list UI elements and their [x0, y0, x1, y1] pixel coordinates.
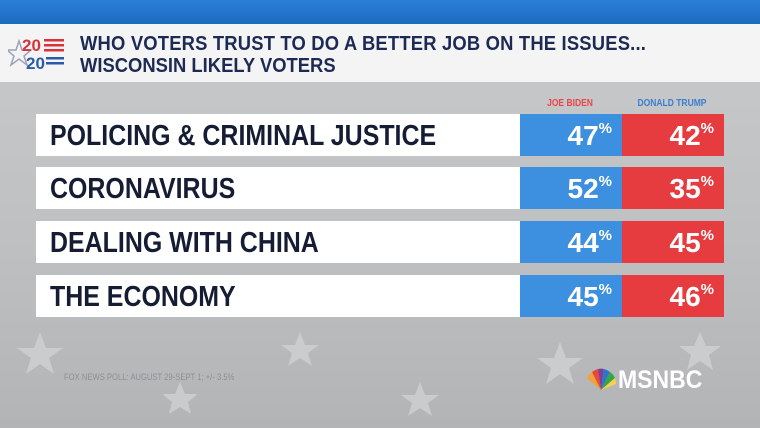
chart-title: WHO VOTERS TRUST TO DO A BETTER JOB ON T… [80, 33, 647, 55]
chart-subtitle: WISCONSIN LIKELY VOTERS [80, 55, 336, 77]
source-note: FOX NEWS POLL: AUGUST 29-SEPT 1; +/- 3.5… [64, 372, 235, 382]
top-bar [0, 0, 760, 24]
biden-value: 44 [567, 227, 599, 258]
row-label: THE ECONOMY [36, 275, 520, 317]
peacock-icon [587, 368, 617, 390]
trump-value: 46 [669, 281, 701, 312]
table-row: THE ECONOMY 45% 46% [36, 275, 724, 317]
column-header-trump: DONALD TRUMP [637, 98, 707, 109]
network-name: MSNBC [618, 366, 703, 394]
row-label: CORONAVIRUS [36, 167, 520, 209]
table-row: DEALING WITH CHINA 44% 45% [36, 221, 724, 263]
logo-bottom-text: 20 [26, 54, 45, 73]
biden-value: 52 [567, 173, 599, 204]
trump-value-cell: 42% [622, 114, 724, 156]
logo-top-text: 20 [22, 36, 41, 55]
row-label: DEALING WITH CHINA [36, 221, 520, 263]
biden-value-cell: 44% [520, 221, 622, 263]
biden-value-cell: 47% [520, 114, 622, 156]
row-label: POLICING & CRIMINAL JUSTICE [36, 114, 520, 156]
table-row: POLICING & CRIMINAL JUSTICE 47% 42% [36, 114, 724, 156]
trump-value: 35 [669, 173, 701, 204]
trump-value-cell: 45% [622, 221, 724, 263]
trump-value-cell: 35% [622, 167, 724, 209]
2020-logo: 20 20 [8, 36, 64, 73]
trump-value: 42 [669, 120, 701, 151]
biden-value-cell: 52% [520, 167, 622, 209]
star-icon [8, 38, 34, 68]
biden-value: 45 [567, 281, 599, 312]
table-row: CORONAVIRUS 52% 35% [36, 167, 724, 209]
trump-value-cell: 46% [622, 275, 724, 317]
column-header-biden: JOE BIDEN [547, 98, 593, 109]
background-stars [17, 332, 721, 416]
header-band [0, 24, 760, 82]
biden-value: 47 [567, 120, 599, 151]
trump-value: 45 [669, 227, 701, 258]
biden-value-cell: 45% [520, 275, 622, 317]
